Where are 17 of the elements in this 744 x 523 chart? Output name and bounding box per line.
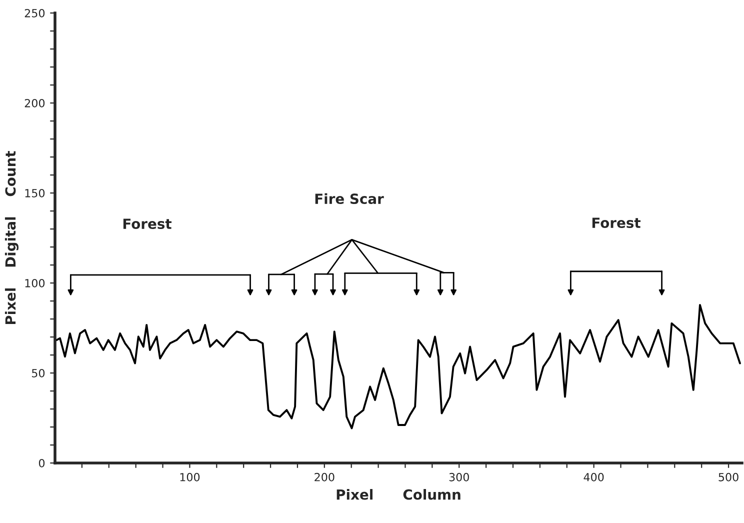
y-tick-label: 100 — [25, 278, 45, 288]
y-axis-title: Pixel Digital Count — [4, 150, 19, 324]
x-axis-title: Pixel Column — [336, 489, 460, 500]
y-tick-label: 250 — [24, 8, 45, 18]
y-tick-label: 200 — [24, 98, 45, 108]
x-tick-label: 400 — [584, 472, 604, 482]
x-tick-label: 300 — [449, 472, 469, 482]
y-tick-label: 150 — [25, 188, 45, 198]
x-tick-label: 500 — [718, 472, 738, 482]
annotation: Forest — [123, 218, 172, 230]
annotation: Fire Scar — [315, 193, 384, 204]
y-tick-label: 50 — [32, 368, 45, 378]
annotation: Forest — [592, 218, 641, 228]
x-tick-label: 200 — [314, 472, 334, 482]
y-tick-label: 0 — [38, 458, 45, 468]
line-series — [56, 304, 741, 430]
x-tick-label: 100 — [180, 472, 200, 482]
